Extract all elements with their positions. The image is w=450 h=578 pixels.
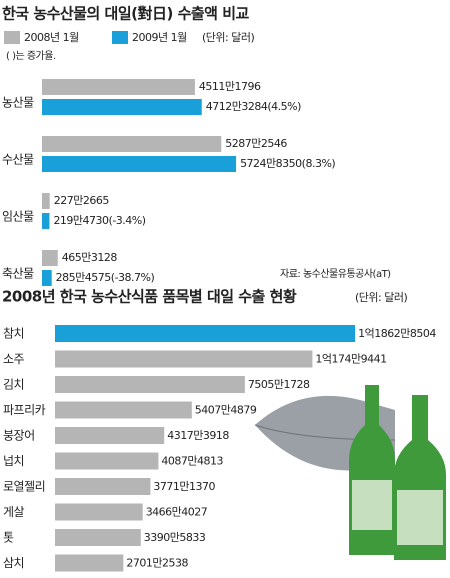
bar: [55, 529, 141, 546]
value-label: 1억174만9441: [315, 353, 386, 366]
note: ( )는 증가율.: [6, 50, 56, 62]
bar: [55, 401, 192, 419]
decoration: [254, 385, 446, 560]
bar: [42, 250, 58, 266]
bar: [55, 325, 356, 342]
value-label: 1억1862만8504: [358, 327, 436, 340]
legend-swatch: [112, 31, 128, 44]
value-label: 3771만1370: [153, 480, 215, 493]
category-label: 로열젤리: [3, 480, 45, 494]
legend-label: 2008년 1월: [24, 31, 79, 44]
chart-title: 한국 농수산물의 대일(對日) 수출액 비교: [2, 5, 250, 23]
category-label: 파프리카: [3, 403, 46, 417]
value-label: 3466만4027: [146, 506, 208, 519]
bar: [42, 193, 50, 209]
source: 자료: 농수산물유통공사(aT): [280, 268, 391, 280]
value-label: 5407만4879: [195, 404, 257, 417]
bar: [42, 99, 202, 115]
legend-swatch: [4, 31, 20, 44]
value-label: 5724만8350(8.3%): [240, 157, 335, 170]
bottle-label: [397, 490, 443, 545]
value-label: 285만4575(-38.7%): [56, 271, 155, 284]
bar: [42, 156, 237, 172]
category-label: 수산물: [2, 153, 34, 167]
bar: [55, 478, 151, 495]
category-label: 소주: [3, 352, 25, 366]
bar: [55, 503, 143, 521]
category-label: 톳: [3, 531, 14, 545]
unit-note: (단위: 달러): [355, 291, 407, 304]
category-label: 참치: [3, 327, 24, 341]
category-label: 축산물: [2, 267, 34, 281]
category-label: 농산물: [2, 96, 34, 110]
value-label: 4317만3918: [167, 429, 229, 442]
value-label: 465만3128: [62, 251, 118, 264]
category-label: 게살: [3, 505, 25, 519]
value-label: 4712만3284(4.5%): [206, 100, 301, 113]
value-label: 227만2665: [54, 194, 110, 207]
category-label: 김치: [3, 378, 24, 392]
bar: [42, 270, 52, 286]
bar: [55, 427, 165, 444]
unit-note: (단위: 달러): [202, 31, 254, 44]
value-label: 7505만1728: [248, 378, 310, 391]
bar: [55, 376, 245, 393]
category-label: 임산물: [2, 210, 34, 224]
category-label: 붕장어: [3, 429, 35, 443]
legend-label: 2009년 1월: [132, 31, 187, 44]
bar: [55, 452, 159, 470]
value-label: 4087만4813: [161, 455, 223, 468]
bar: [42, 213, 50, 229]
value-label: 2701만2538: [126, 557, 188, 570]
value-label: 3390만5833: [144, 531, 206, 544]
category-label: 넙치: [3, 454, 24, 468]
value-label: 219만4730(-3.4%): [53, 214, 145, 227]
chart-title: 2008년 한국 농수산식품 품목별 대일 수출 현황: [2, 288, 297, 306]
bar: [55, 554, 124, 572]
value-label: 4511만1796: [199, 80, 261, 93]
bar: [42, 136, 222, 152]
category-label: 삼치: [3, 556, 24, 570]
bottle-label: [352, 480, 392, 530]
bar: [42, 79, 195, 95]
bar: [55, 350, 313, 368]
value-label: 5287만2546: [225, 137, 287, 150]
